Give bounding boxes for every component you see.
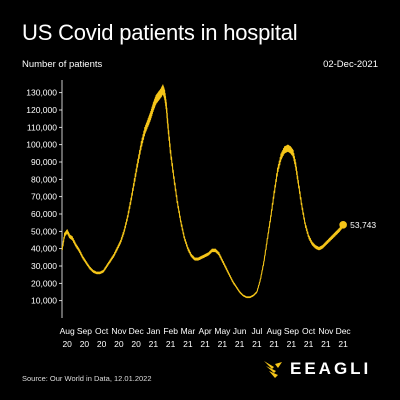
- series-line: [61, 84, 344, 299]
- x-tick-month: Oct: [95, 326, 109, 336]
- y-tick-label: 120,000: [26, 105, 57, 115]
- chart-date: 02-Dec-2021: [323, 59, 378, 70]
- x-tick-month: Sep: [284, 326, 299, 336]
- x-tick-month: Nov: [111, 326, 127, 336]
- x-tick-year: 21: [166, 339, 176, 349]
- eeagli-logo: EEAGLI: [262, 358, 371, 380]
- end-point-marker: [339, 221, 347, 229]
- x-tick-month: Aug: [60, 326, 75, 336]
- x-tick-month: Aug: [267, 326, 282, 336]
- x-tick-month: Nov: [318, 326, 334, 336]
- x-tick-month: Jan: [147, 326, 161, 336]
- y-tick-label: 60,000: [31, 209, 57, 219]
- y-tick-label: 80,000: [31, 174, 57, 184]
- x-tick-month: Dec: [129, 326, 145, 336]
- source-note: Source: Our World in Data, 12.01.2022: [22, 374, 152, 383]
- y-tick-label: 130,000: [26, 88, 57, 98]
- plot-area: 53,743: [61, 84, 376, 299]
- x-tick-year: 21: [321, 339, 331, 349]
- x-tick-year: 21: [183, 339, 193, 349]
- x-tick-year: 21: [304, 339, 314, 349]
- y-tick-label: 70,000: [31, 192, 57, 202]
- y-tick-label: 110,000: [27, 122, 57, 132]
- x-tick-month: Jun: [233, 326, 247, 336]
- x-tick-year: 20: [62, 339, 72, 349]
- x-tick-month: Jul: [251, 326, 262, 336]
- chart-title: US Covid patients in hospital: [22, 20, 298, 45]
- x-tick-month: Feb: [163, 326, 178, 336]
- x-tick-month: Dec: [336, 326, 352, 336]
- x-tick-year: 20: [97, 339, 107, 349]
- y-tick-label: 10,000: [31, 296, 57, 306]
- y-tick-label: 90,000: [31, 157, 57, 167]
- x-tick-year: 21: [218, 339, 228, 349]
- x-tick-year: 20: [80, 339, 90, 349]
- x-tick-year: 21: [252, 339, 262, 349]
- x-tick-year: 21: [287, 339, 297, 349]
- x-tick-year: 21: [200, 339, 210, 349]
- x-tick-month: Oct: [302, 326, 316, 336]
- end-value-label: 53,743: [350, 220, 376, 230]
- x-axis: Aug 20 Sep 20 Oct 20 Nov 20 Dec 20 Jan 21 Feb 21 Mar 21…: [60, 326, 352, 349]
- y-tick-label: 40,000: [31, 244, 57, 254]
- y-tick-label: 30,000: [31, 261, 57, 271]
- x-tick-month: Sep: [77, 326, 92, 336]
- y-axis-label: Number of patients: [22, 59, 103, 70]
- x-tick-year: 21: [149, 339, 159, 349]
- logo-text: EEAGLI: [290, 359, 372, 378]
- x-tick-year: 21: [235, 339, 245, 349]
- x-tick-month: Apr: [199, 326, 212, 336]
- x-tick-year: 21: [269, 339, 279, 349]
- y-tick-label: 50,000: [31, 226, 57, 236]
- y-axis: 10,000 20,000 30,000 40,000 50,000 60,000 70,0…: [26, 80, 63, 318]
- x-tick-year: 20: [131, 339, 141, 349]
- x-tick-year: 20: [114, 339, 124, 349]
- eagle-icon: [264, 361, 282, 378]
- x-tick-month: May: [214, 326, 231, 336]
- y-tick-label: 100,000: [26, 140, 57, 150]
- x-tick-year: 21: [338, 339, 348, 349]
- x-tick-month: Mar: [181, 326, 196, 336]
- y-tick-label: 20,000: [31, 278, 57, 288]
